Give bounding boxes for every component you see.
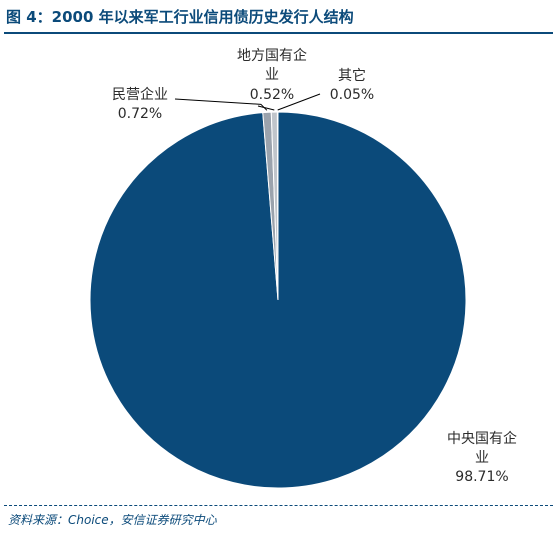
footer-divider <box>4 505 553 506</box>
slice-other <box>276 111 279 301</box>
leader-lines <box>174 93 321 111</box>
value-private: 0.72% <box>118 106 162 122</box>
leader-local-soe <box>257 105 275 111</box>
source-note: 资料来源：Choice，安信证券研究中心 <box>8 513 217 527</box>
value-central-soe: 98.71% <box>455 469 508 485</box>
label-central-soe: 中央国有企 <box>447 430 517 447</box>
value-other: 0.05% <box>330 87 374 103</box>
value-local-soe: 0.52% <box>250 87 294 103</box>
label-central-soe-line2: 业 <box>475 450 489 466</box>
label-local-soe-line2: 业 <box>265 67 279 83</box>
leader-private <box>174 98 268 111</box>
chart-title: 图 4：2000 年以来军工行业信用债历史发行人结构 <box>6 8 354 26</box>
label-local-soe: 地方国有企 <box>237 47 307 64</box>
pie-slices <box>89 111 467 489</box>
leader-other <box>277 93 321 111</box>
label-private: 民营企业 <box>112 86 168 103</box>
label-other: 其它 <box>338 67 366 84</box>
title-divider <box>4 32 553 34</box>
